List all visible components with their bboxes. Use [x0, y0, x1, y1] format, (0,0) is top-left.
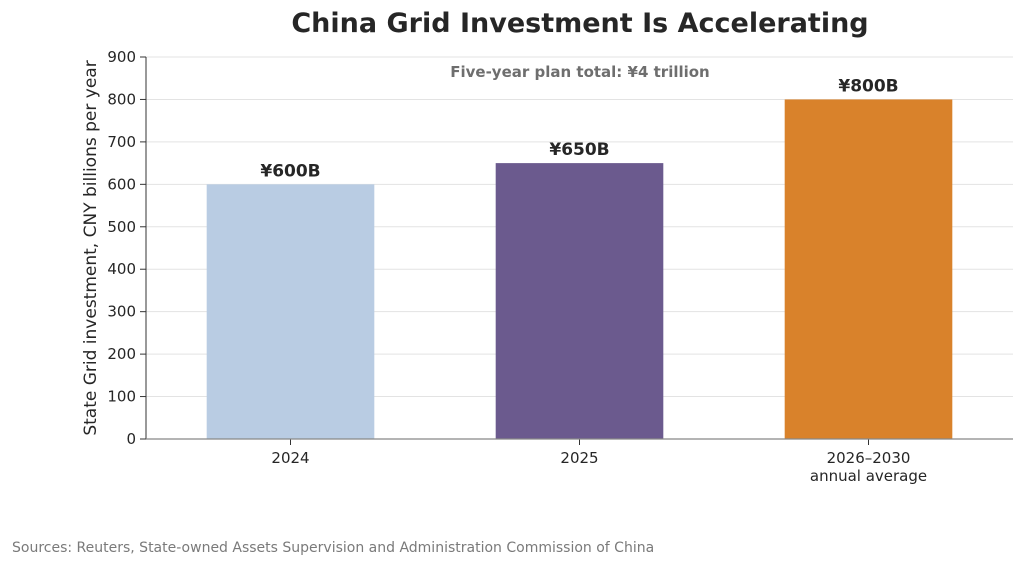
y-axis-label: State Grid investment, CNY billions per …: [81, 60, 101, 435]
bar-value-label: ¥650B: [549, 140, 609, 160]
x-tick-label: annual average: [810, 467, 927, 485]
bar: [784, 99, 953, 439]
labels: 0 100 200 300 400 500 600 700 800 900 ¥600B 2024 ¥65…: [107, 48, 927, 485]
y-tick-label: 400: [107, 260, 136, 278]
bar-value-label: ¥600B: [260, 161, 320, 181]
bars: [206, 99, 953, 439]
bar: [495, 163, 664, 439]
y-tick-label: 600: [107, 175, 136, 193]
x-tick-label: 2024: [271, 449, 309, 467]
source-note: Sources: Reuters, State-owned Assets Sup…: [12, 540, 655, 556]
bar-value-label: ¥800B: [838, 76, 898, 96]
axes: [140, 56, 1013, 445]
y-tick-label: 700: [107, 133, 136, 151]
y-tick-label: 800: [107, 90, 136, 108]
y-tick-label: 900: [107, 48, 136, 66]
x-tick-label: 2026–2030: [827, 449, 911, 467]
chart-title: China Grid Investment Is Accelerating: [291, 8, 868, 39]
y-tick-label: 0: [126, 430, 136, 448]
x-tick-label: 2025: [560, 449, 598, 467]
bar: [206, 184, 375, 439]
y-tick-label: 100: [107, 388, 136, 406]
y-tick-label: 300: [107, 303, 136, 321]
y-tick-label: 200: [107, 345, 136, 363]
y-tick-label: 500: [107, 218, 136, 236]
plan-total-annotation: Five-year plan total: ¥4 trillion: [450, 63, 710, 81]
